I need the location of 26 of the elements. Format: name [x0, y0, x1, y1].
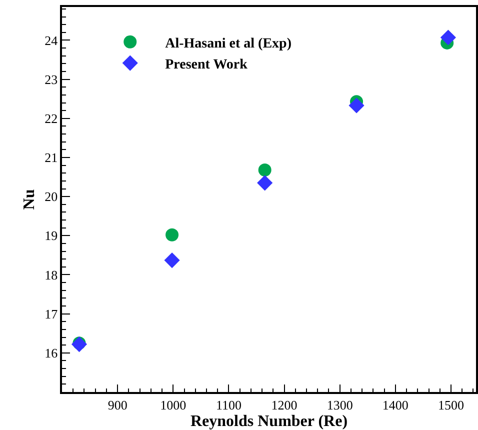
y-tick-label: 17: [44, 306, 58, 322]
point: [440, 30, 456, 46]
point: [348, 98, 364, 114]
y-tick-label: 23: [44, 72, 58, 87]
y-tick-label: 16: [44, 345, 58, 360]
legend-label: Present Work: [165, 58, 248, 73]
y-tick-label: 24: [44, 32, 58, 48]
y-tick-label: 19: [44, 228, 58, 244]
point: [257, 175, 273, 191]
x-tick-label: 1400: [382, 397, 408, 412]
point: [258, 163, 272, 176]
x-tick-label: 900: [108, 397, 128, 412]
y-tick-label: 22: [44, 110, 58, 126]
y-tick-label: 21: [44, 150, 58, 166]
x-axis-title: Reynolds Number (Re): [190, 413, 348, 430]
x-tick-label: 1000: [160, 397, 186, 412]
legend-label: Al-Hasani et al (Exp): [165, 36, 292, 52]
point: [166, 228, 179, 242]
y-axis-title: Nu: [21, 189, 38, 210]
x-tick-label: 1100: [216, 397, 242, 412]
x-tick-label: 1300: [326, 397, 353, 412]
x-tick-label: 1200: [271, 397, 298, 412]
x-tick-label: 1500: [438, 397, 464, 412]
y-tick-label: 20: [44, 189, 58, 204]
point: [164, 252, 180, 268]
y-tick-label: 18: [44, 267, 58, 282]
